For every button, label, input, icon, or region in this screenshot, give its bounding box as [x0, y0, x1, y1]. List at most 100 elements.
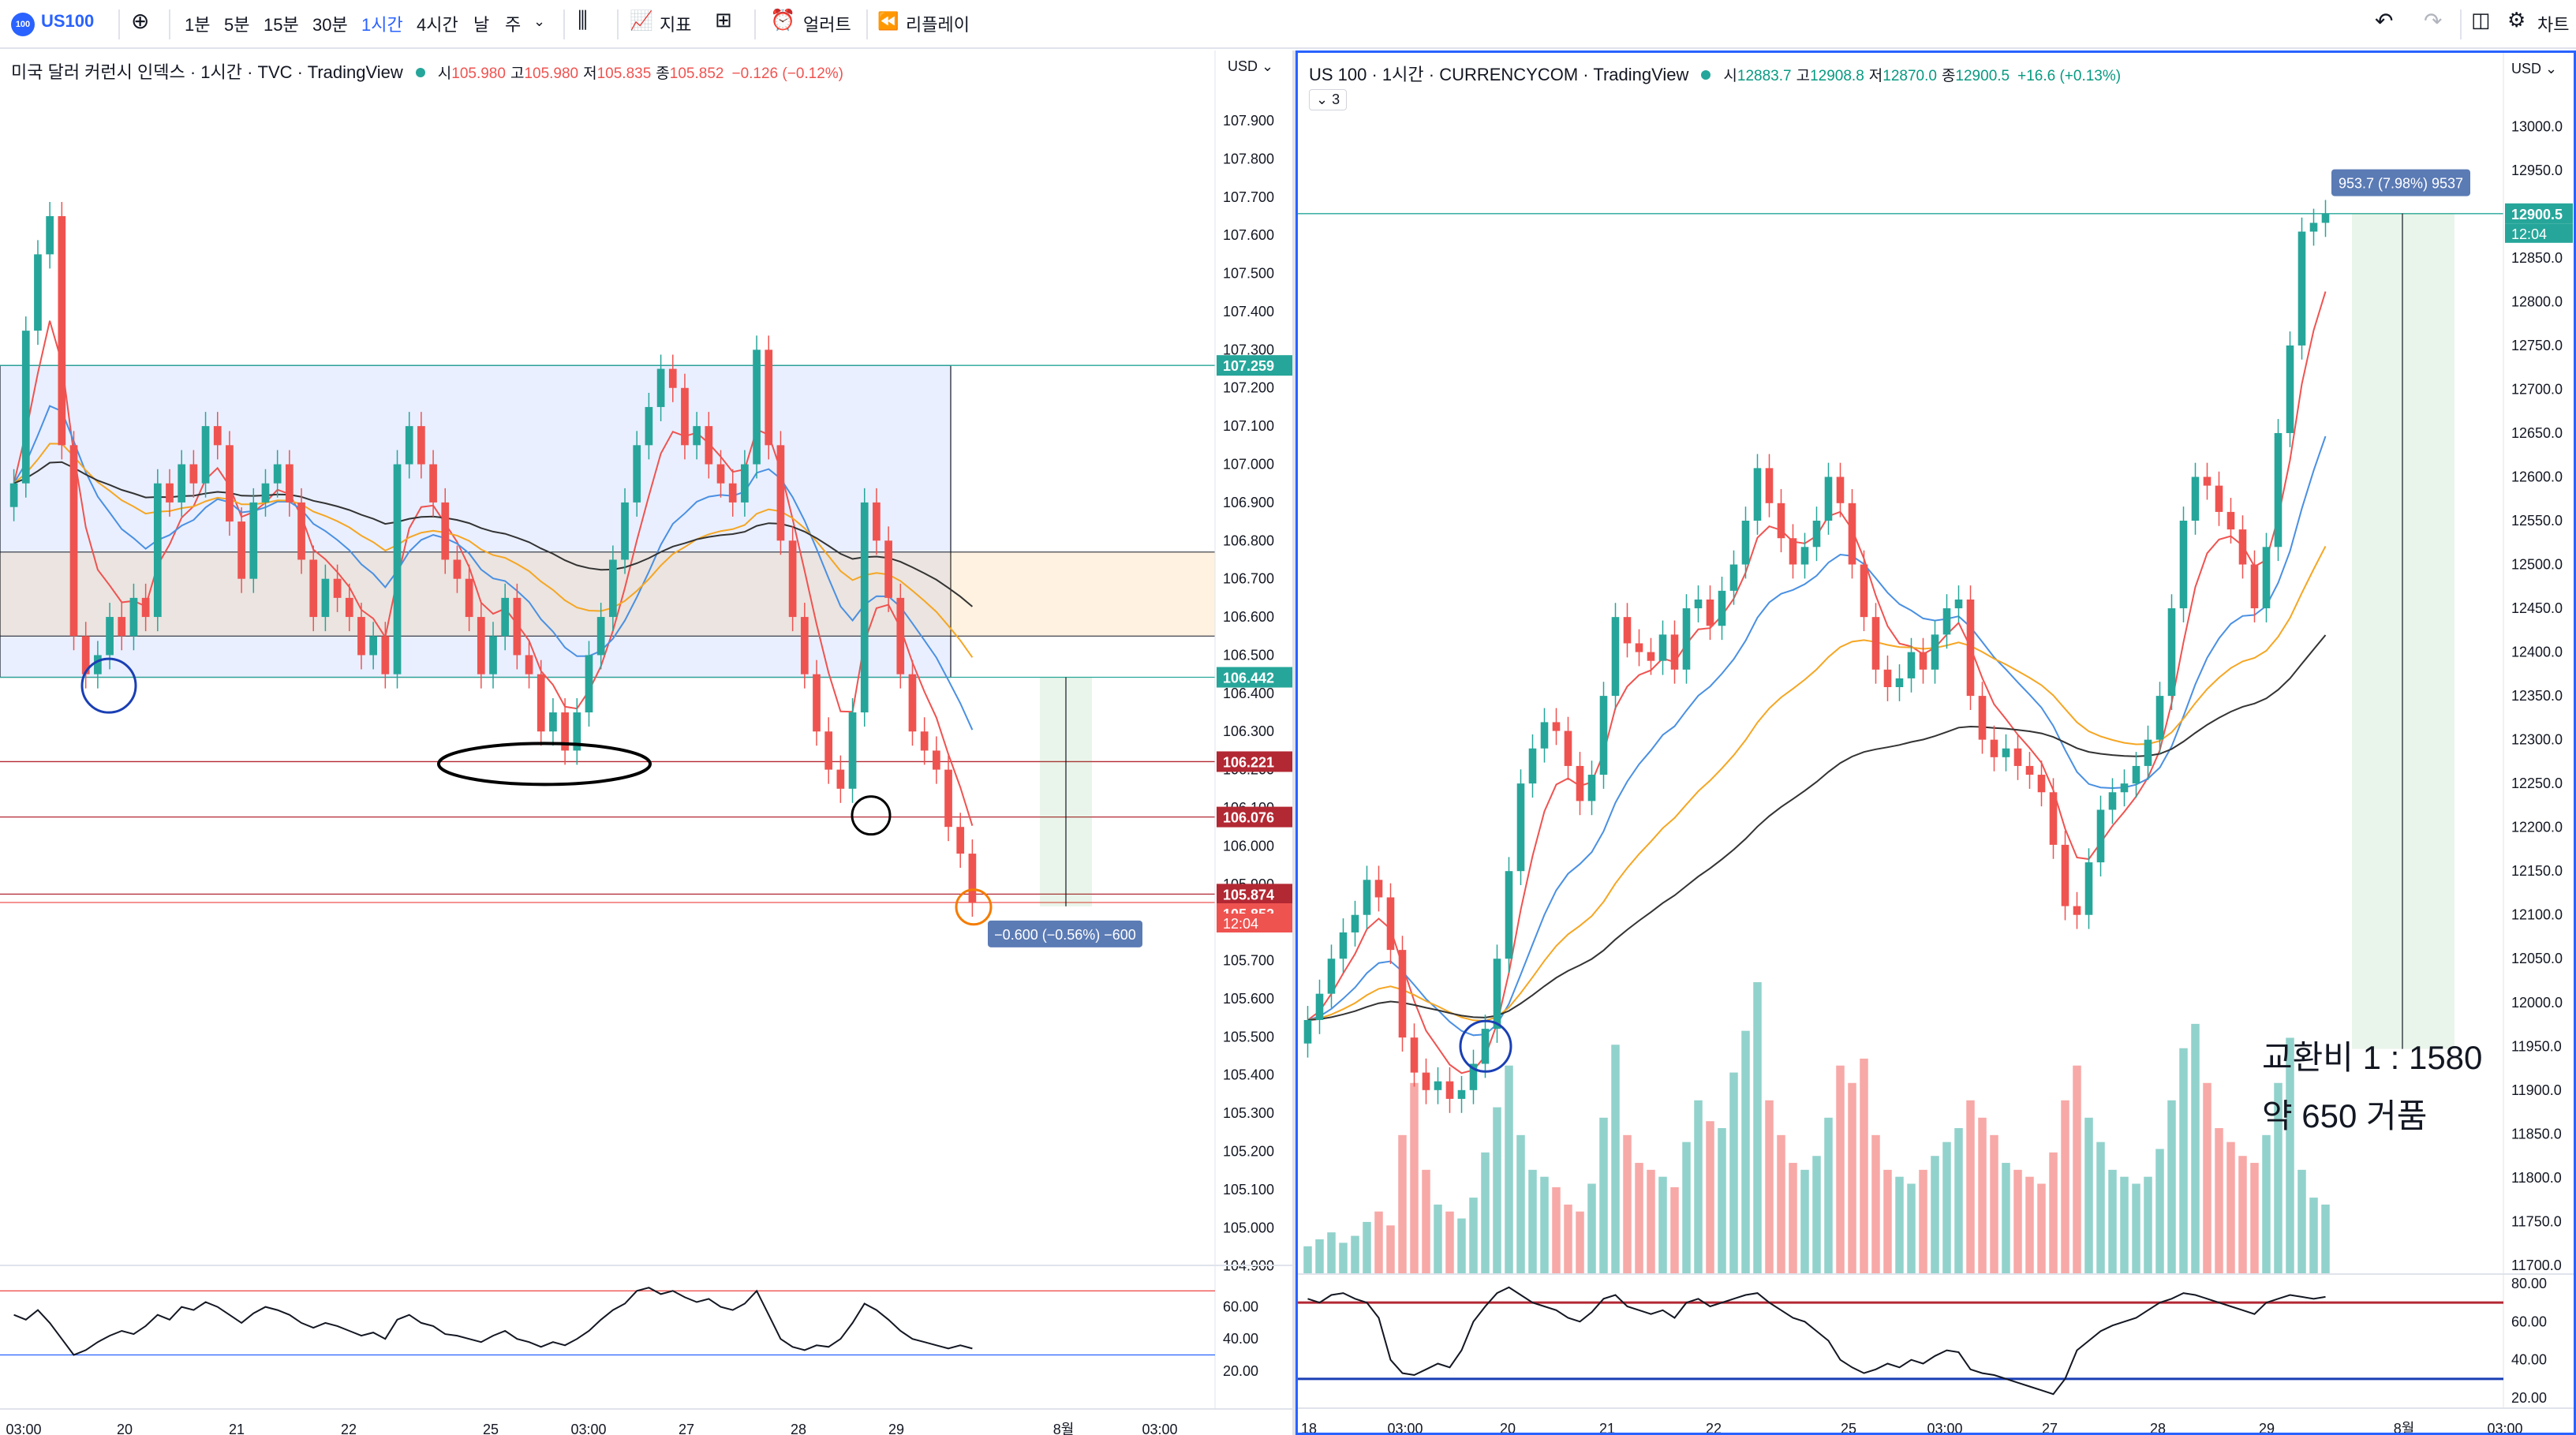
candle-body [1954, 599, 1963, 609]
alert-button[interactable]: 얼러트 [803, 15, 851, 35]
currency-selector[interactable]: USD ⌄ [2511, 61, 2558, 77]
time-axis-tick: 21 [1599, 1421, 1615, 1433]
price-label-box [1217, 884, 1292, 905]
replay-button[interactable]: 리플레이 [906, 15, 970, 35]
add-symbol-icon[interactable]: ⊕ [131, 9, 150, 33]
price-axis-tick: 105.400 [1223, 1067, 1274, 1083]
candle-body [2274, 432, 2283, 547]
candle-type-icon[interactable]: ⫼ [578, 8, 588, 32]
candle-body [141, 597, 150, 618]
note-exchange-ratio: 교환비 1 : 1580 [2262, 1039, 2483, 1076]
price-axis-tick: 107.200 [1223, 380, 1274, 396]
countdown-box [2505, 223, 2573, 243]
volume-bar [2203, 1082, 2211, 1274]
indicators-collapse-badge[interactable]: ⌄ 3 [1309, 89, 1348, 110]
dxy-chart-svg[interactable]: 107.900 107.800 107.700 107.600 107.500 107.4… [0, 50, 1292, 1435]
top-toolbar: 100 US100 ⊕ 1분 5분 15분 30분 1시간 4시간 날 주 ⌄ … [0, 0, 2576, 49]
price-axis-tick: 12800.0 [2511, 293, 2563, 309]
pane-divider[interactable] [1292, 50, 1295, 1435]
candle-body [2167, 608, 2176, 697]
candle-body [381, 636, 390, 675]
candle-body [1836, 476, 1845, 503]
candle-body [668, 368, 677, 388]
candle-body [321, 578, 330, 618]
candle-body [705, 426, 713, 465]
interval-1d-button[interactable]: 날 [473, 15, 490, 35]
price-label-box [1217, 355, 1292, 376]
volume-bar [1635, 1163, 1643, 1274]
volume-bar [1706, 1121, 1714, 1274]
candle-body [1611, 617, 1620, 697]
interval-15m-button[interactable]: 15분 [264, 15, 299, 35]
dxy-chart-pane[interactable]: 107.900 107.800 107.700 107.600 107.500 107.4… [0, 50, 1292, 1435]
volume-bar [2191, 1023, 2200, 1274]
chart-menu-button[interactable]: 차트 [2537, 15, 2570, 35]
price-axis-tick: 12350.0 [2511, 688, 2563, 704]
indicators-chart-icon[interactable]: 📈 [630, 10, 653, 32]
price-label: 12900.5 [2511, 207, 2563, 222]
volume-bar [1327, 1232, 1336, 1274]
settings-gear-icon[interactable]: ⚙ [2507, 8, 2526, 32]
interval-30m-button[interactable]: 30분 [312, 15, 348, 35]
price-axis-tick: 12850.0 [2511, 250, 2563, 266]
time-axis-tick: 22 [1706, 1421, 1722, 1433]
moving-average-line [1307, 545, 2327, 1022]
price-axis-tick: 107.900 [1223, 113, 1274, 129]
candle-body [2144, 739, 2152, 766]
volume-bar [1954, 1128, 1963, 1274]
candle-body [1599, 696, 1608, 775]
volume-bar [1564, 1204, 1572, 1274]
price-axis-tick: 106.700 [1223, 571, 1274, 587]
us100-chart-pane[interactable]: 13000.012950.012900.012850.012800.012750… [1295, 50, 2576, 1435]
legend-title: US 100 · 1시간 · CURRENCYCOM · TradingView [1309, 65, 1689, 84]
candle-body [836, 769, 845, 789]
volume-bar [2096, 1142, 2105, 1274]
interval-1h-button[interactable]: 1시간 [361, 15, 403, 35]
candle-body [1942, 608, 1951, 635]
volume-bar [1694, 1100, 1703, 1274]
candle-body [1303, 1019, 1312, 1044]
candle-body [2084, 862, 2093, 915]
candle-body [153, 483, 162, 618]
time-axis-tick: 27 [2042, 1421, 2058, 1433]
interval-1m-button[interactable]: 1분 [185, 15, 211, 35]
toolbar-divider [866, 9, 868, 39]
interval-1w-button[interactable]: 주 [505, 15, 522, 35]
redo-icon[interactable]: ↷ [2424, 9, 2443, 33]
candle-body [908, 674, 917, 732]
replay-rewind-icon[interactable]: ⏪ [877, 11, 899, 31]
candle-body [2155, 696, 2164, 740]
candle-body [1647, 652, 1655, 661]
candle-body [213, 426, 222, 446]
volume-bar [1990, 1134, 1998, 1274]
candle-body [1883, 669, 1892, 687]
moving-average-line [13, 443, 974, 658]
candle-body [333, 578, 342, 598]
volume-bar [1528, 1169, 1537, 1274]
candle-body [873, 502, 880, 541]
price-axis-tick: 12050.0 [2511, 951, 2563, 966]
annotation-ellipse [437, 742, 652, 787]
price-axis-tick: 106.400 [1223, 686, 1274, 701]
candle-body [513, 597, 522, 656]
interval-5m-button[interactable]: 5분 [224, 15, 250, 35]
currency-selector[interactable]: USD ⌄ [1228, 58, 1274, 74]
volume-bar [1611, 1044, 1620, 1274]
layout-split-icon[interactable]: ◫ [2471, 8, 2491, 32]
candle-body [1386, 897, 1395, 951]
alert-clock-icon[interactable]: ⏰ [770, 8, 796, 32]
interval-4h-button[interactable]: 4시간 [417, 15, 458, 35]
interval-dropdown-chevron-down-icon[interactable]: ⌄ [533, 13, 546, 29]
symbol-search-button[interactable]: US100 [41, 11, 95, 31]
candle-body [537, 674, 545, 732]
undo-icon[interactable]: ↶ [2375, 9, 2394, 33]
layouts-grid-icon[interactable]: ⊞ [715, 8, 732, 32]
volume-bar [1339, 1243, 1348, 1274]
price-axis-tick: 11850.0 [2511, 1126, 2562, 1142]
volume-bar [2061, 1100, 2069, 1274]
indicators-button[interactable]: 지표 [660, 15, 692, 35]
candle-body [656, 368, 665, 407]
symbol-logo-icon[interactable]: 100 [11, 13, 35, 36]
us100-chart-svg[interactable]: 13000.012950.012900.012850.012800.012750… [1298, 53, 2574, 1433]
candle-body [2061, 844, 2069, 906]
